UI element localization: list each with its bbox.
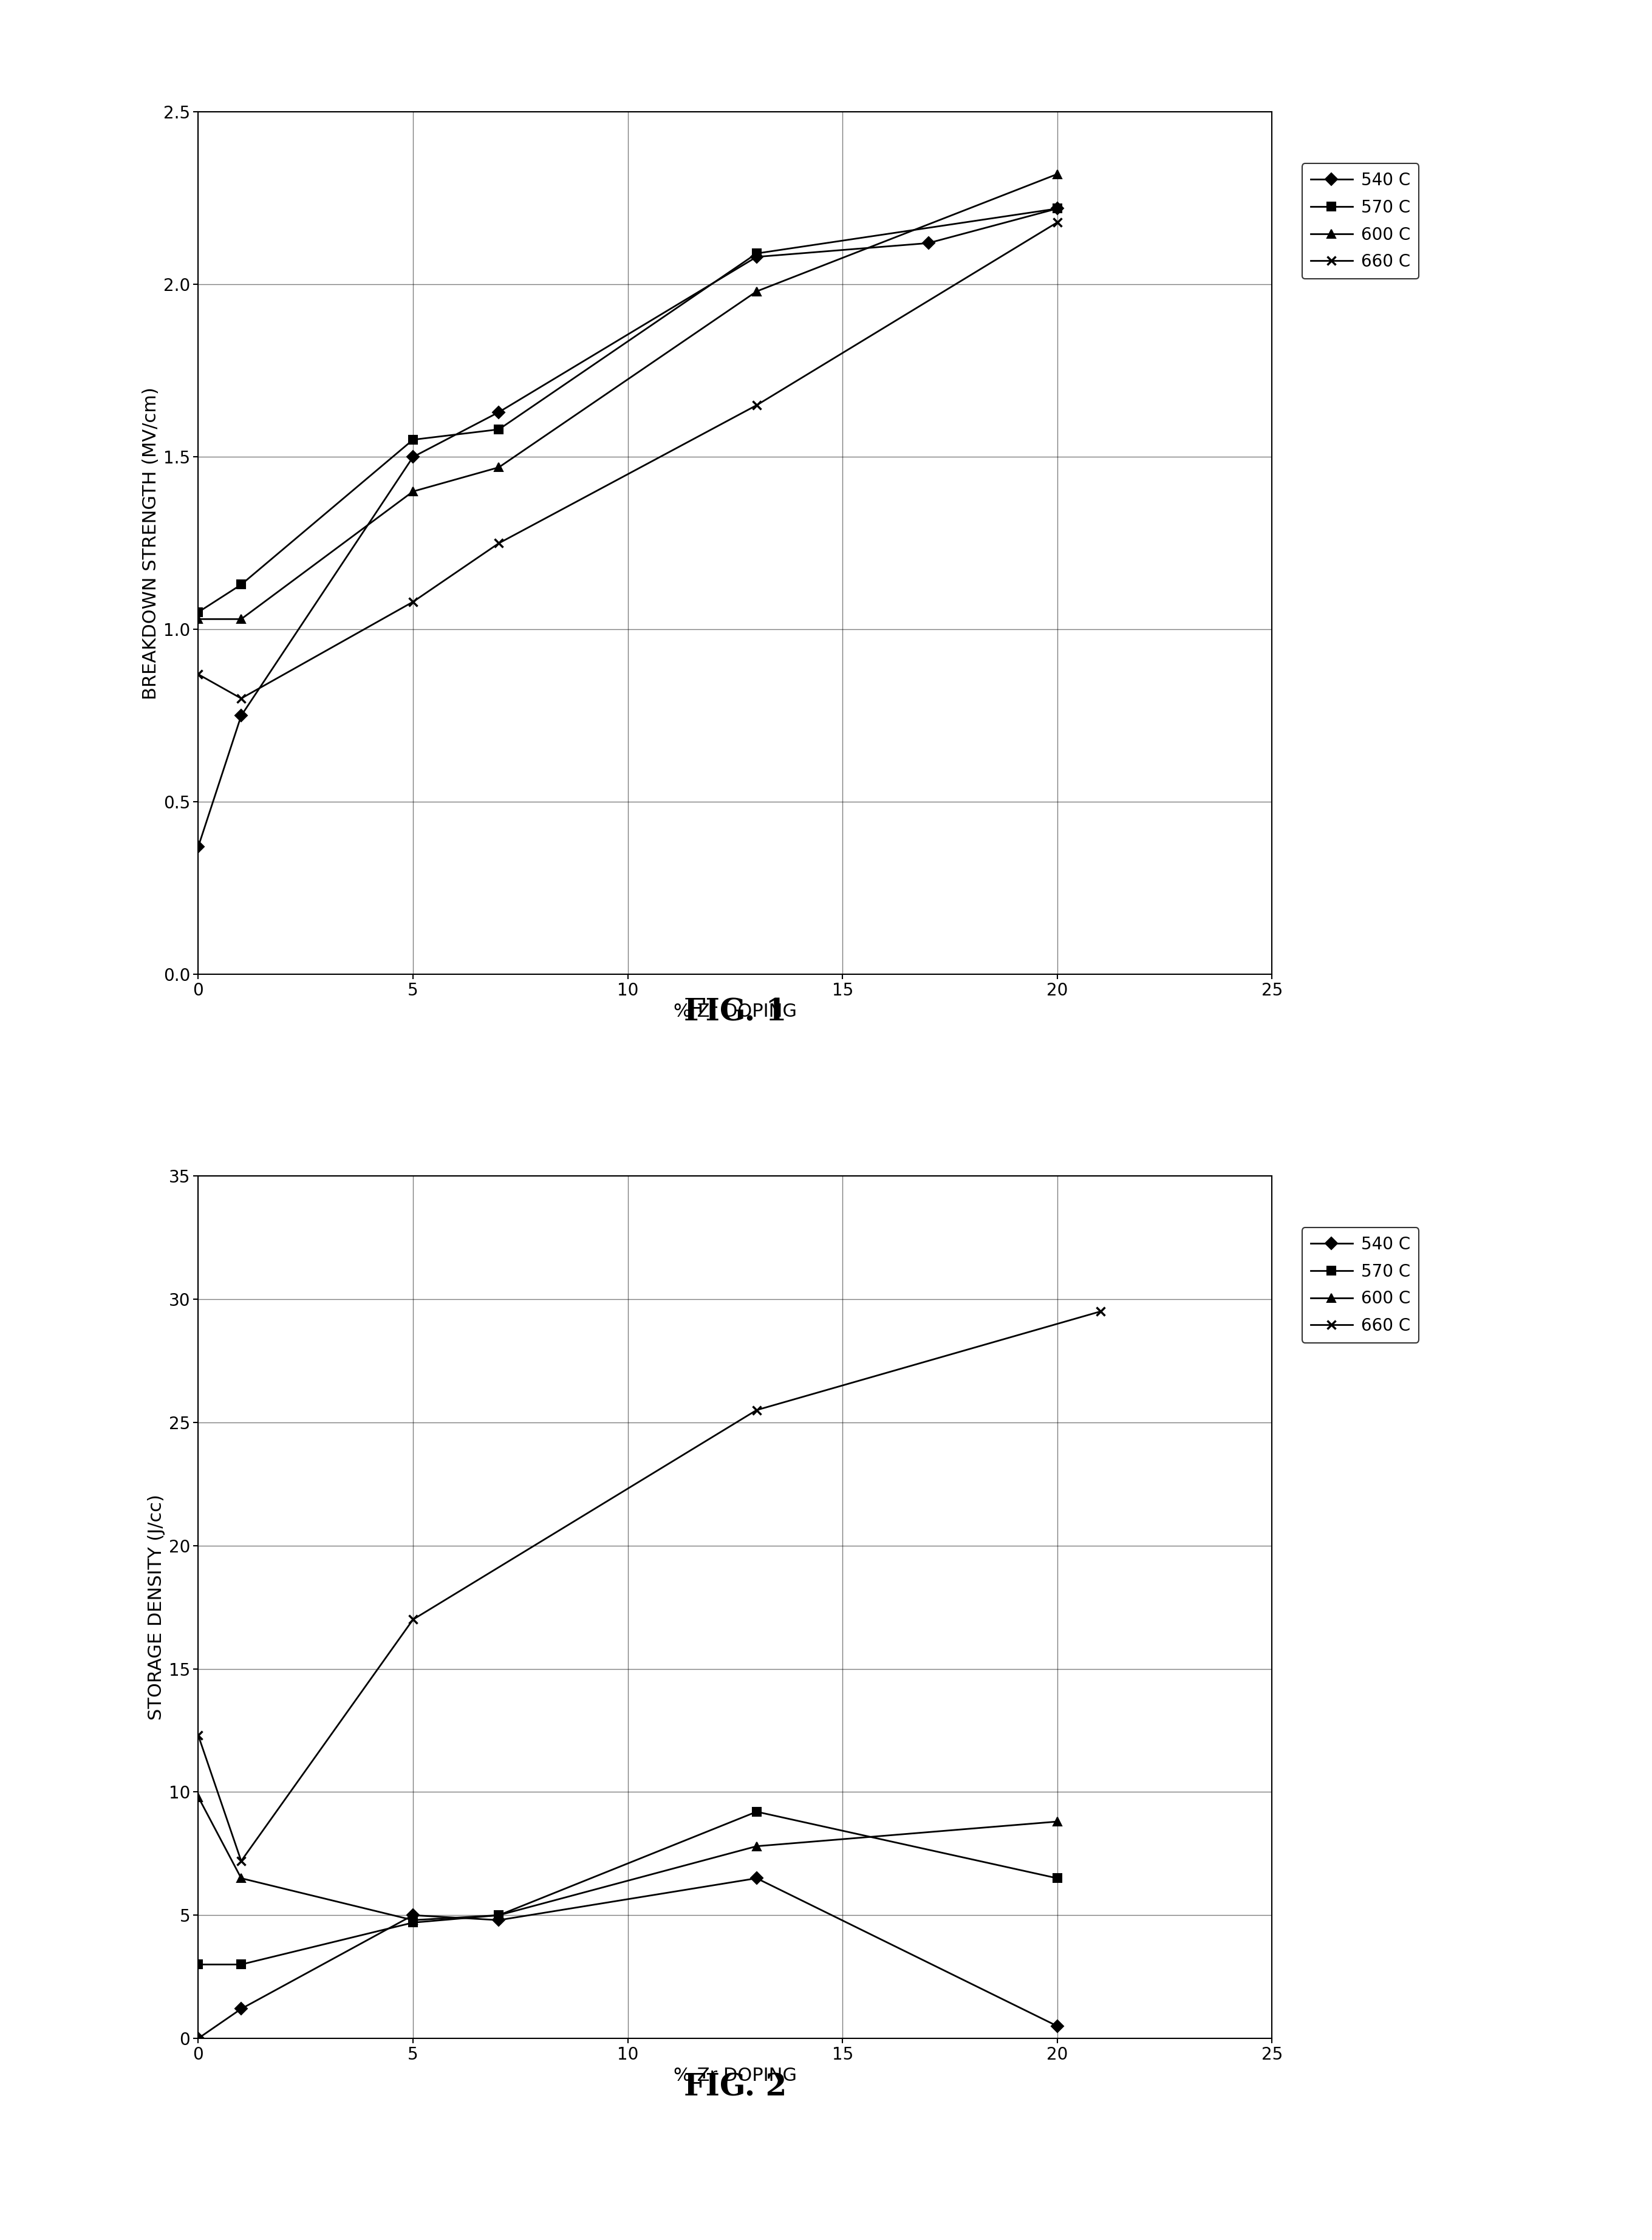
570 C bbox=[489, 1902, 509, 1929]
570 C bbox=[1047, 195, 1067, 222]
540 C bbox=[489, 1906, 509, 1933]
540 C bbox=[747, 1864, 767, 1891]
600 C bbox=[489, 1902, 509, 1929]
540 C bbox=[231, 703, 251, 730]
Y-axis label: STORAGE DENSITY (J/cc): STORAGE DENSITY (J/cc) bbox=[147, 1494, 165, 1720]
570 C bbox=[747, 240, 767, 267]
660 C bbox=[1047, 208, 1067, 235]
660 C bbox=[188, 1723, 208, 1749]
660 C bbox=[1090, 1299, 1110, 1326]
660 C bbox=[489, 531, 509, 558]
660 C bbox=[747, 1398, 767, 1425]
Line: 540 C: 540 C bbox=[193, 1875, 1062, 2043]
540 C bbox=[188, 833, 208, 860]
540 C bbox=[231, 1996, 251, 2023]
Line: 600 C: 600 C bbox=[193, 170, 1062, 623]
570 C bbox=[231, 1951, 251, 1978]
Line: 660 C: 660 C bbox=[193, 217, 1062, 703]
Legend: 540 C, 570 C, 600 C, 660 C: 540 C, 570 C, 600 C, 660 C bbox=[1302, 164, 1419, 278]
Legend: 540 C, 570 C, 600 C, 660 C: 540 C, 570 C, 600 C, 660 C bbox=[1302, 1228, 1419, 1342]
570 C bbox=[188, 1951, 208, 1978]
570 C bbox=[747, 1799, 767, 1826]
600 C bbox=[1047, 161, 1067, 188]
600 C bbox=[231, 1864, 251, 1891]
540 C bbox=[1047, 195, 1067, 222]
Line: 600 C: 600 C bbox=[193, 1792, 1062, 1924]
600 C bbox=[188, 605, 208, 632]
660 C bbox=[188, 661, 208, 688]
600 C bbox=[1047, 1808, 1067, 1835]
X-axis label: % Zr DOPING: % Zr DOPING bbox=[674, 2068, 796, 2085]
Y-axis label: BREAKDOWN STRENGTH (MV/cm): BREAKDOWN STRENGTH (MV/cm) bbox=[142, 388, 160, 699]
660 C bbox=[231, 1848, 251, 1875]
600 C bbox=[403, 477, 423, 504]
Line: 570 C: 570 C bbox=[193, 1808, 1062, 1969]
540 C bbox=[747, 244, 767, 271]
540 C bbox=[919, 231, 938, 258]
600 C bbox=[489, 455, 509, 482]
600 C bbox=[747, 1832, 767, 1859]
570 C bbox=[403, 1908, 423, 1935]
600 C bbox=[231, 605, 251, 632]
Line: 570 C: 570 C bbox=[193, 204, 1062, 616]
600 C bbox=[188, 1783, 208, 1810]
660 C bbox=[747, 392, 767, 419]
540 C bbox=[403, 444, 423, 470]
660 C bbox=[403, 1606, 423, 1633]
Text: FIG. 2: FIG. 2 bbox=[684, 2072, 786, 2103]
570 C bbox=[231, 571, 251, 598]
Line: 660 C: 660 C bbox=[193, 1308, 1105, 1866]
600 C bbox=[403, 1906, 423, 1933]
660 C bbox=[403, 589, 423, 616]
600 C bbox=[747, 278, 767, 305]
570 C bbox=[1047, 1864, 1067, 1891]
540 C bbox=[403, 1902, 423, 1929]
540 C bbox=[188, 2025, 208, 2052]
570 C bbox=[489, 417, 509, 444]
540 C bbox=[489, 399, 509, 426]
660 C bbox=[231, 685, 251, 712]
Line: 540 C: 540 C bbox=[193, 204, 1062, 851]
570 C bbox=[403, 426, 423, 452]
Text: FIG. 1: FIG. 1 bbox=[684, 997, 786, 1028]
570 C bbox=[188, 598, 208, 625]
X-axis label: % Zr DOPING: % Zr DOPING bbox=[674, 1004, 796, 1021]
540 C bbox=[1047, 2012, 1067, 2038]
